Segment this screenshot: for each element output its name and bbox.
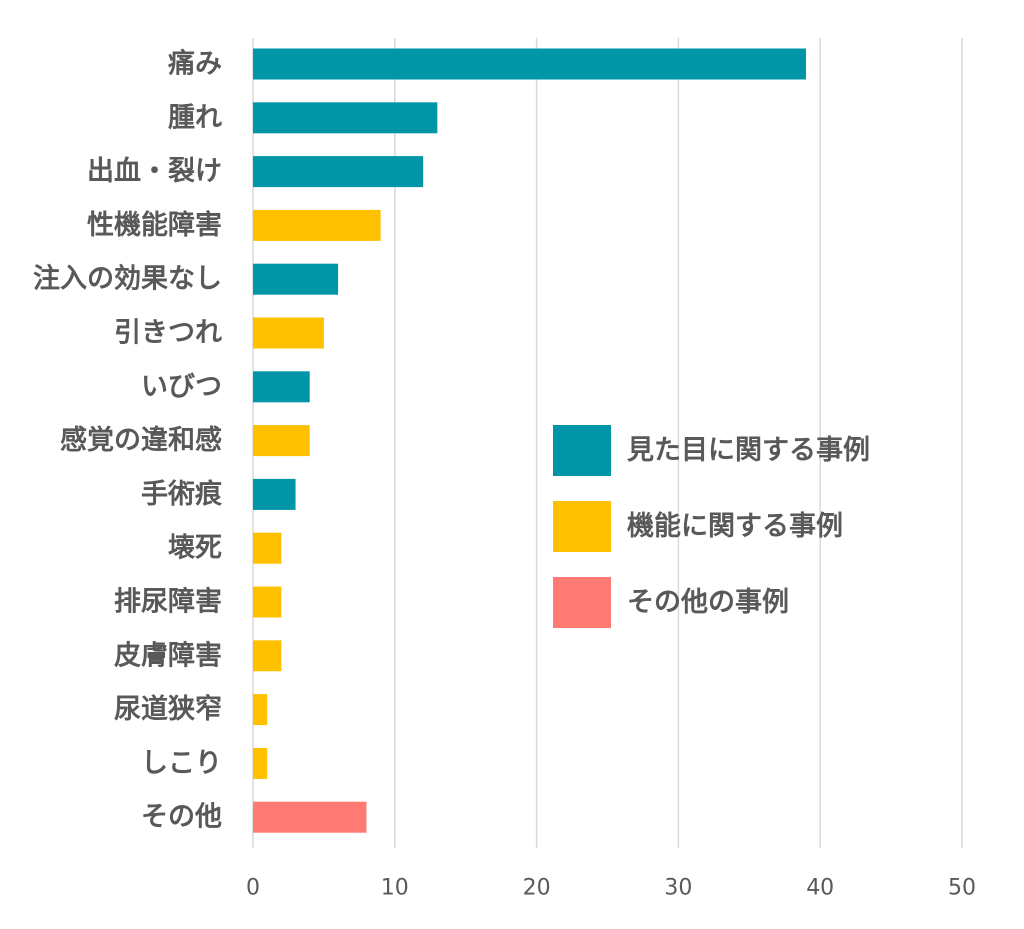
- category-label-3: 出血・裂け: [87, 156, 222, 187]
- bar-5: [253, 263, 339, 295]
- bar-7: [253, 371, 310, 403]
- legend-swatch-function: [553, 501, 611, 552]
- bar-9: [253, 478, 296, 510]
- category-label-14: しこり: [141, 748, 222, 779]
- x-tick-label-10: 10: [381, 876, 409, 901]
- legend-label-appearance: 見た目に関する事例: [627, 435, 870, 466]
- bar-12: [253, 640, 282, 672]
- category-label-5: 注入の効果なし: [33, 263, 222, 295]
- bar-4: [253, 209, 381, 241]
- bar-3: [253, 156, 424, 188]
- bar-11: [253, 586, 282, 618]
- category-labels: 痛み腫れ出血・裂け性機能障害注入の効果なし引きつれいびつ感覚の違和感手術痕壊死排…: [33, 48, 223, 833]
- category-label-4: 性機能障害: [87, 209, 222, 241]
- bar-14: [253, 747, 268, 779]
- bar-6: [253, 317, 324, 349]
- x-tick-label-30: 30: [664, 876, 692, 901]
- x-axis-tick-labels: 0 10 20 30 40 50: [246, 876, 976, 901]
- legend-swatch-appearance: [553, 425, 611, 476]
- category-label-13: 尿道狭窄: [114, 693, 222, 725]
- legend-label-function: 機能に関する事例: [627, 510, 843, 542]
- legend-label-other: その他の事例: [627, 587, 789, 618]
- bar-10: [253, 532, 282, 564]
- bar-13: [253, 694, 268, 726]
- bar-8: [253, 425, 310, 457]
- category-label-10: 壊死: [168, 533, 222, 564]
- x-tick-label-50: 50: [948, 876, 976, 901]
- bar-1: [253, 48, 807, 80]
- category-label-8: 感覚の違和感: [60, 424, 222, 456]
- category-label-2: 腫れ: [168, 102, 222, 133]
- category-label-7: いびつ: [141, 371, 222, 402]
- category-label-15: その他: [141, 802, 222, 833]
- category-label-9: 手術痕: [141, 478, 223, 510]
- x-tick-label-40: 40: [806, 876, 834, 901]
- legend-swatch-other: [553, 577, 611, 628]
- category-label-6: 引きつれ: [114, 318, 222, 349]
- x-tick-label-20: 20: [523, 876, 551, 901]
- bar-layer: [253, 48, 807, 833]
- bar-15: [253, 801, 367, 833]
- category-label-12: 皮膚障害: [114, 639, 222, 671]
- bar-2: [253, 102, 438, 134]
- category-label-1: 痛み: [168, 48, 222, 80]
- x-tick-label-0: 0: [246, 876, 260, 901]
- category-label-11: 排尿障害: [114, 586, 222, 618]
